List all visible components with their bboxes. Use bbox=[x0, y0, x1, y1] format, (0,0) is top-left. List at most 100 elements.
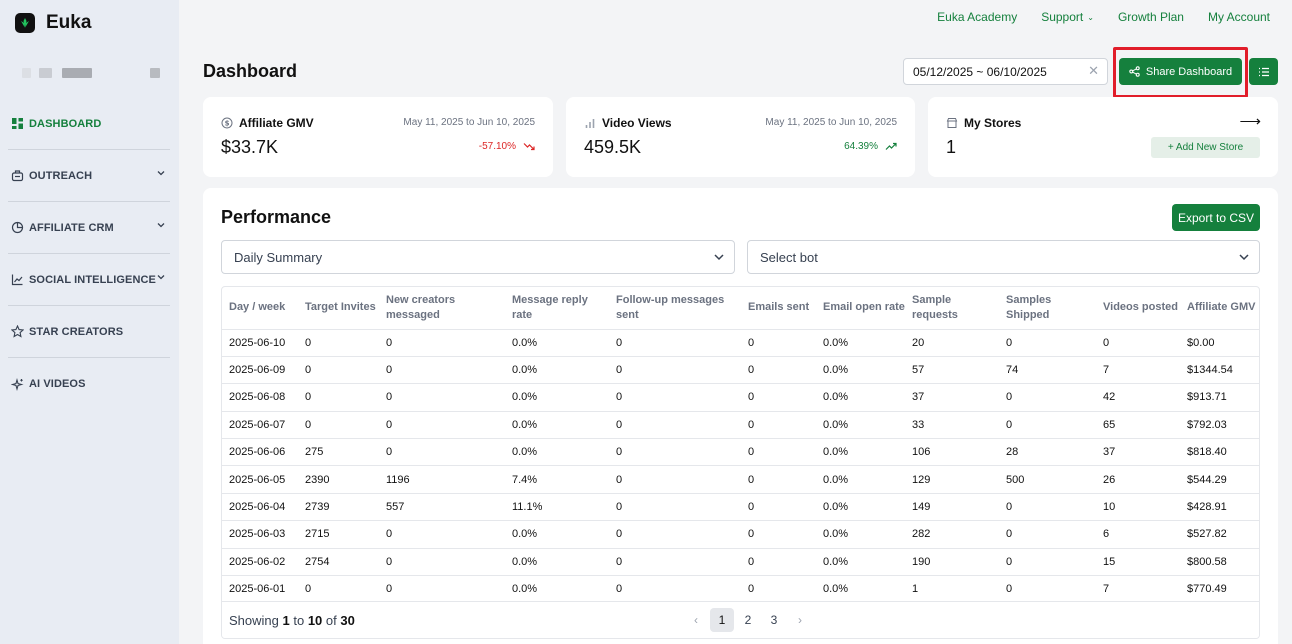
card-title-label: Affiliate GMV bbox=[239, 116, 314, 130]
table-cell: 190 bbox=[905, 547, 999, 576]
table-cell: 0.0% bbox=[505, 383, 609, 412]
page-title: Dashboard bbox=[203, 61, 298, 81]
list-menu-button[interactable] bbox=[1249, 58, 1278, 85]
table-cell: 0 bbox=[379, 355, 505, 384]
list-icon bbox=[1258, 67, 1269, 76]
table-cell: 0.0% bbox=[816, 465, 905, 494]
table-cell: 0 bbox=[298, 410, 379, 439]
table-row: 2025-06-07 0 0 0.0% 0 0 0.0% 33 0 65 $792.03 bbox=[222, 410, 1259, 439]
brand-name: Euka bbox=[46, 12, 92, 33]
card-title: My Stores bbox=[946, 116, 1021, 130]
table-cell: 0 bbox=[298, 355, 379, 384]
chevron-down-icon[interactable] bbox=[156, 220, 166, 230]
chevron-down-icon[interactable] bbox=[156, 272, 166, 282]
sidebar-item-label: AI VIDEOS bbox=[29, 378, 86, 390]
summary-select[interactable]: Daily Summary bbox=[221, 240, 735, 274]
nav-euka-academy[interactable]: Euka Academy bbox=[937, 10, 1018, 24]
table-header-row: Day / week Target Invites New creators mes… bbox=[222, 287, 1259, 329]
table-cell: 7 bbox=[1096, 355, 1180, 384]
showing-of-word: of bbox=[325, 613, 337, 628]
table-cell: 0 bbox=[609, 328, 741, 357]
table-cell: 0.0% bbox=[816, 520, 905, 549]
table-row: 2025-06-10 0 0 0.0% 0 0 0.0% 20 0 0 $0.00 bbox=[222, 328, 1259, 357]
user-profile-row[interactable] bbox=[22, 67, 162, 79]
date-range-picker[interactable]: 05/12/2025 ~ 06/10/2025 ✕ bbox=[903, 58, 1108, 85]
sidebar-item-label: AFFILIATE CRM bbox=[29, 221, 114, 234]
card-value: 1 bbox=[946, 137, 957, 157]
table-cell: 0 bbox=[741, 547, 816, 576]
table-cell: 0 bbox=[609, 383, 741, 412]
bar-chart-icon bbox=[584, 117, 596, 129]
share-dashboard-button[interactable]: Share Dashboard bbox=[1119, 58, 1242, 85]
table-cell: $818.40 bbox=[1180, 438, 1259, 466]
brand[interactable]: Euka bbox=[15, 12, 91, 34]
date-range-value: 05/12/2025 ~ 06/10/2025 bbox=[913, 65, 1047, 79]
table-cell: 1 bbox=[905, 575, 999, 603]
nav-support[interactable]: Support ⌄ bbox=[1041, 10, 1094, 24]
table-cell: 2390 bbox=[298, 465, 379, 494]
chevron-left-icon[interactable]: ‹ bbox=[694, 613, 698, 627]
table-cell: 0 bbox=[609, 492, 741, 521]
user-menu-icon[interactable] bbox=[150, 68, 160, 78]
table-cell: 0 bbox=[999, 328, 1096, 357]
pie-chart-icon bbox=[11, 221, 24, 234]
sidebar-item-affiliate-crm[interactable]: AFFILIATE CRM bbox=[8, 202, 170, 254]
table-row: 2025-06-05 2390 1196 7.4% 0 0 0.0% 129 500 26 $544… bbox=[222, 465, 1259, 494]
page-button[interactable]: 3 bbox=[770, 613, 778, 627]
clear-date-icon[interactable]: ✕ bbox=[1088, 63, 1099, 78]
table-cell: 0.0% bbox=[816, 438, 905, 466]
table-cell: 2025-06-02 bbox=[222, 547, 298, 576]
table-cell: 0 bbox=[609, 520, 741, 549]
showing-total: 30 bbox=[340, 613, 355, 628]
sidebar-nav: DASHBOARD OUTREACH AFFILIATE CRM SOCIAL INT… bbox=[8, 98, 170, 410]
table-cell: 20 bbox=[905, 328, 999, 357]
table-cell: 0.0% bbox=[505, 520, 609, 549]
sidebar-item-outreach[interactable]: OUTREACH bbox=[8, 150, 170, 202]
chevron-right-icon[interactable]: › bbox=[798, 613, 802, 627]
table-cell: 275 bbox=[298, 438, 379, 466]
table-cell: $792.03 bbox=[1180, 410, 1259, 439]
table-cell: 33 bbox=[905, 410, 999, 439]
column-header: Day / week bbox=[229, 301, 286, 314]
sidebar-item-social-intelligence[interactable]: SOCIAL INTELLIGENCE bbox=[8, 254, 170, 306]
table-cell: $1344.54 bbox=[1180, 355, 1259, 384]
table-cell: 0.0% bbox=[505, 355, 609, 384]
export-csv-button[interactable]: Export to CSV bbox=[1172, 204, 1260, 231]
arrow-right-icon[interactable]: ⟶ bbox=[1239, 113, 1261, 130]
page-button[interactable]: 2 bbox=[744, 613, 752, 627]
trend-chart-icon bbox=[11, 273, 24, 286]
table-cell: 0.0% bbox=[816, 547, 905, 576]
column-header: Affiliate GMV bbox=[1187, 301, 1256, 314]
table-cell: 0 bbox=[379, 438, 505, 466]
table-cell: 0 bbox=[741, 355, 816, 384]
table-body: 2025-06-10 0 0 0.0% 0 0 0.0% 20 0 0 $0.00 2025-06-0… bbox=[222, 328, 1259, 603]
table-cell: 1196 bbox=[379, 465, 505, 494]
table-cell: 2739 bbox=[298, 492, 379, 521]
table-cell: 26 bbox=[1096, 465, 1180, 494]
table-cell: 7 bbox=[1096, 575, 1180, 603]
table-cell: 0 bbox=[741, 520, 816, 549]
table-cell: 28 bbox=[999, 438, 1096, 466]
showing-summary: Showing 1 to 10 of 30 bbox=[229, 613, 355, 628]
sidebar-item-star-creators[interactable]: STAR CREATORS bbox=[8, 306, 170, 358]
sidebar-item-dashboard[interactable]: DASHBOARD bbox=[8, 98, 170, 150]
add-new-store-button[interactable]: + Add New Store bbox=[1151, 137, 1260, 158]
table-cell: 149 bbox=[905, 492, 999, 521]
table-cell: 0 bbox=[741, 328, 816, 357]
pagination-bar: Showing 1 to 10 of 30 ‹ 1 2 3 › bbox=[222, 601, 1259, 638]
card-value: 459.5K bbox=[584, 137, 642, 157]
table-row: 2025-06-04 2739 557 11.1% 0 0 0.0% 149 0 10 $428.9… bbox=[222, 492, 1259, 521]
chevron-down-icon[interactable] bbox=[156, 168, 166, 178]
table-cell: 129 bbox=[905, 465, 999, 494]
affiliate-gmv-card: $ Affiliate GMV May 11, 2025 to Jun 10, … bbox=[203, 97, 553, 177]
nav-my-account[interactable]: My Account bbox=[1207, 10, 1270, 24]
table-cell: 0.0% bbox=[505, 547, 609, 576]
bot-select[interactable]: Select bot bbox=[747, 240, 1260, 274]
table-cell: 6 bbox=[1096, 520, 1180, 549]
sidebar-item-ai-videos[interactable]: AI VIDEOS bbox=[8, 358, 170, 410]
table-row: 2025-06-08 0 0 0.0% 0 0 0.0% 37 0 42 $913.71 bbox=[222, 383, 1259, 412]
table-cell: 0 bbox=[999, 575, 1096, 603]
sidebar-item-label: OUTREACH bbox=[29, 169, 93, 182]
page-button[interactable]: 1 bbox=[710, 608, 734, 632]
nav-growth-plan[interactable]: Growth Plan bbox=[1117, 10, 1184, 24]
